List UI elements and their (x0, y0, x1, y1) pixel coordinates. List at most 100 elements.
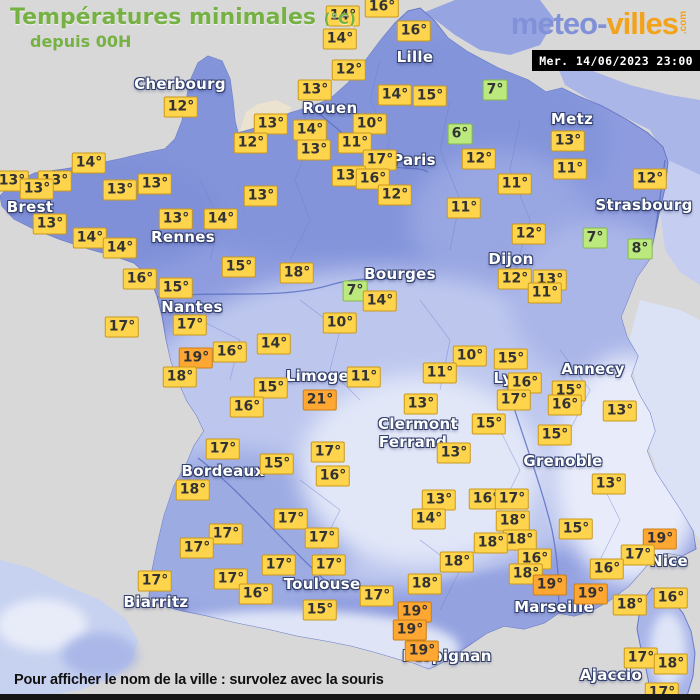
temp-badge[interactable]: 13° (421, 489, 457, 511)
temp-badge[interactable]: 13° (296, 139, 332, 161)
temp-badge[interactable]: 16° (589, 558, 625, 580)
temp-badge[interactable]: 11° (337, 132, 373, 154)
temp-badge[interactable]: 6° (447, 123, 473, 145)
temp-badge[interactable]: 17° (620, 544, 656, 566)
temp-badge[interactable]: 17° (179, 537, 215, 559)
temp-badge[interactable]: 17° (273, 508, 309, 530)
temp-badge[interactable]: 18° (162, 366, 198, 388)
temp-badge[interactable]: 13° (137, 173, 173, 195)
temp-badge[interactable]: 14° (362, 290, 398, 312)
temp-badge[interactable]: 14° (203, 208, 239, 230)
temp-badge[interactable]: 8° (627, 238, 653, 260)
temp-badge[interactable]: 17° (496, 389, 532, 411)
temp-badge[interactable]: 13° (32, 213, 68, 235)
temp-badge[interactable]: 15° (302, 599, 338, 621)
temp-badge[interactable]: 19° (573, 583, 609, 605)
temp-badge[interactable]: 14° (256, 333, 292, 355)
temp-badge[interactable]: 16° (468, 488, 504, 510)
temp-badge[interactable]: 14° (322, 28, 358, 50)
temp-badge[interactable]: 12° (497, 268, 533, 290)
temp-badge[interactable]: 14° (411, 508, 447, 530)
temp-badge[interactable]: 14° (102, 237, 138, 259)
temp-badge[interactable]: 16° (547, 394, 583, 416)
temp-badge[interactable]: 15° (493, 348, 529, 370)
temp-badge[interactable]: 18° (653, 653, 689, 675)
temp-badge[interactable]: 17° (172, 314, 208, 336)
temp-badge[interactable]: 11° (446, 197, 482, 219)
temp-badge[interactable]: 14° (71, 152, 107, 174)
temp-badge[interactable]: 13° (19, 178, 55, 200)
temp-badge[interactable]: 12° (163, 96, 199, 118)
temp-badge[interactable]: 17° (104, 316, 140, 338)
temp-badge[interactable]: 16° (396, 20, 432, 42)
temp-badge[interactable]: 13° (602, 400, 638, 422)
temp-badge[interactable]: 16° (122, 268, 158, 290)
temp-badge[interactable]: 18° (439, 551, 475, 573)
temp-badge[interactable]: 7° (582, 227, 608, 249)
temp-badge[interactable]: 10° (352, 113, 388, 135)
temp-badge[interactable]: 16° (315, 465, 351, 487)
temp-badge[interactable]: 16° (507, 372, 543, 394)
temp-badge[interactable]: 15° (158, 277, 194, 299)
temp-badge[interactable]: 13° (253, 113, 289, 135)
temp-badge[interactable]: 13° (102, 179, 138, 201)
temp-badge[interactable]: 11° (497, 173, 533, 195)
temp-badge[interactable]: 19° (178, 347, 214, 369)
temp-badge[interactable]: 12° (511, 223, 547, 245)
temp-badge[interactable]: 15° (253, 377, 289, 399)
temp-badge[interactable]: 17° (208, 523, 244, 545)
temp-badge[interactable]: 17° (205, 438, 241, 460)
temp-badge[interactable]: 18° (502, 529, 538, 551)
temp-badge[interactable]: 13° (550, 130, 586, 152)
temp-badge[interactable]: 17° (311, 554, 347, 576)
temp-badge[interactable]: 12° (461, 148, 497, 170)
temp-badge[interactable]: 13° (297, 79, 333, 101)
temp-badge[interactable]: 12° (233, 132, 269, 154)
temp-badge[interactable]: 15° (412, 85, 448, 107)
temp-badge[interactable]: 17° (137, 570, 173, 592)
temp-badge[interactable]: 11° (422, 362, 458, 384)
temp-badge[interactable]: 15° (471, 413, 507, 435)
temp-badge[interactable]: 19° (404, 640, 440, 662)
temp-badge[interactable]: 14° (377, 84, 413, 106)
temp-badge[interactable]: 13° (436, 442, 472, 464)
temp-badge[interactable]: 18° (407, 573, 443, 595)
temp-badge[interactable]: 13° (403, 393, 439, 415)
temp-badge[interactable]: 19° (642, 528, 678, 550)
meteo-villes-logo[interactable]: meteo-villes .com (511, 6, 689, 42)
temp-badge[interactable]: 12° (632, 168, 668, 190)
temp-badge[interactable]: 13° (591, 473, 627, 495)
temp-badge[interactable]: 16° (238, 583, 274, 605)
temp-badge[interactable]: 17° (359, 585, 395, 607)
temp-badge[interactable]: 17° (304, 527, 340, 549)
temp-badge[interactable]: 16° (653, 587, 689, 609)
temp-badge[interactable]: 19° (532, 574, 568, 596)
temp-badge[interactable]: 10° (322, 312, 358, 334)
temp-badge[interactable]: 12° (377, 184, 413, 206)
temp-badge[interactable]: 18° (495, 510, 531, 532)
temp-badge[interactable]: 17° (261, 554, 297, 576)
temp-badge[interactable]: 11° (527, 282, 563, 304)
temp-badge[interactable]: 18° (279, 262, 315, 284)
temp-badge[interactable]: 18° (473, 532, 509, 554)
temp-badge[interactable]: 16° (355, 168, 391, 190)
temp-badge[interactable]: 7° (482, 79, 508, 101)
temp-badge[interactable]: 15° (558, 518, 594, 540)
temp-badge[interactable]: 14° (325, 5, 361, 27)
temp-badge[interactable]: 17° (623, 647, 659, 669)
temp-badge[interactable]: 16° (229, 396, 265, 418)
temp-badge[interactable]: 16° (364, 0, 400, 18)
temp-badge[interactable]: 17° (494, 488, 530, 510)
temp-badge[interactable]: 15° (537, 424, 573, 446)
temp-badge[interactable]: 17° (310, 441, 346, 463)
temp-badge[interactable]: 11° (552, 158, 588, 180)
temp-badge[interactable]: 13° (243, 185, 279, 207)
temp-badge[interactable]: 15° (259, 453, 295, 475)
temp-badge[interactable]: 18° (612, 594, 648, 616)
temp-badge[interactable]: 10° (452, 345, 488, 367)
temp-badge[interactable]: 15° (221, 256, 257, 278)
temp-badge[interactable]: 17° (362, 149, 398, 171)
temp-badge[interactable]: 12° (331, 59, 367, 81)
temp-badge[interactable]: 11° (346, 366, 382, 388)
temp-badge[interactable]: 16° (212, 341, 248, 363)
